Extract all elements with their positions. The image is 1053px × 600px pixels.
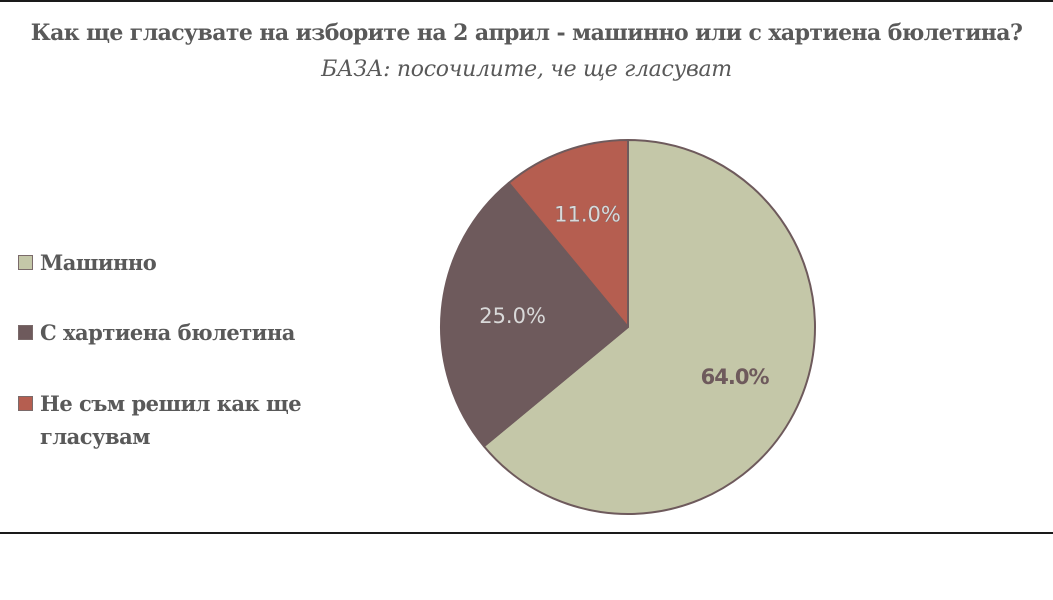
legend-swatch-undecided [18, 396, 33, 411]
pie-slice-machine [482, 139, 816, 515]
chart-title: Как ще гласувате на изборите на 2 април … [30, 20, 1023, 46]
legend-label-undecided: Не съм решил как ще гласувам [40, 391, 302, 449]
legend-item-paper-ballot: С хартиена бюлетина [18, 316, 348, 349]
pie-chart: 64.0% 25.0% 11.0% [440, 139, 816, 515]
legend-swatch-machine [18, 255, 33, 270]
legend-label-paper-ballot: С хартиена бюлетина [40, 320, 295, 345]
data-label-undecided: 11.0% [554, 202, 621, 226]
legend-label-machine: Машинно [40, 250, 157, 275]
legend-swatch-paper-ballot [18, 325, 33, 340]
data-label-machine: 64.0% [701, 365, 770, 389]
chart-subtitle: БАЗА: посочилите, че ще гласуват [321, 57, 732, 82]
data-label-paper-ballot: 25.0% [479, 304, 546, 328]
legend-item-machine: Машинно [18, 246, 348, 279]
pie-slice-undecided [507, 139, 629, 328]
pie-slice-paper-ballot [440, 181, 629, 448]
legend-item-undecided: Не съм решил как ще гласувам [18, 387, 328, 453]
